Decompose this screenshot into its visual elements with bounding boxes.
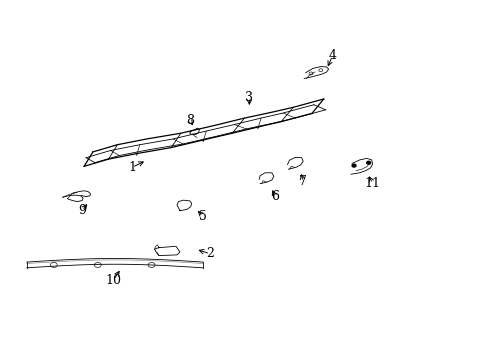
Text: 9: 9: [78, 204, 86, 217]
Text: 8: 8: [185, 114, 193, 127]
Text: 7: 7: [299, 175, 306, 188]
Text: 6: 6: [270, 190, 278, 203]
Circle shape: [366, 161, 370, 164]
Text: 3: 3: [245, 91, 253, 104]
Text: 11: 11: [364, 177, 380, 190]
Text: 4: 4: [328, 49, 336, 62]
Text: 2: 2: [206, 247, 214, 260]
Text: 1: 1: [128, 161, 136, 174]
Text: 5: 5: [199, 210, 206, 222]
Circle shape: [351, 164, 355, 167]
Text: 10: 10: [105, 274, 121, 287]
